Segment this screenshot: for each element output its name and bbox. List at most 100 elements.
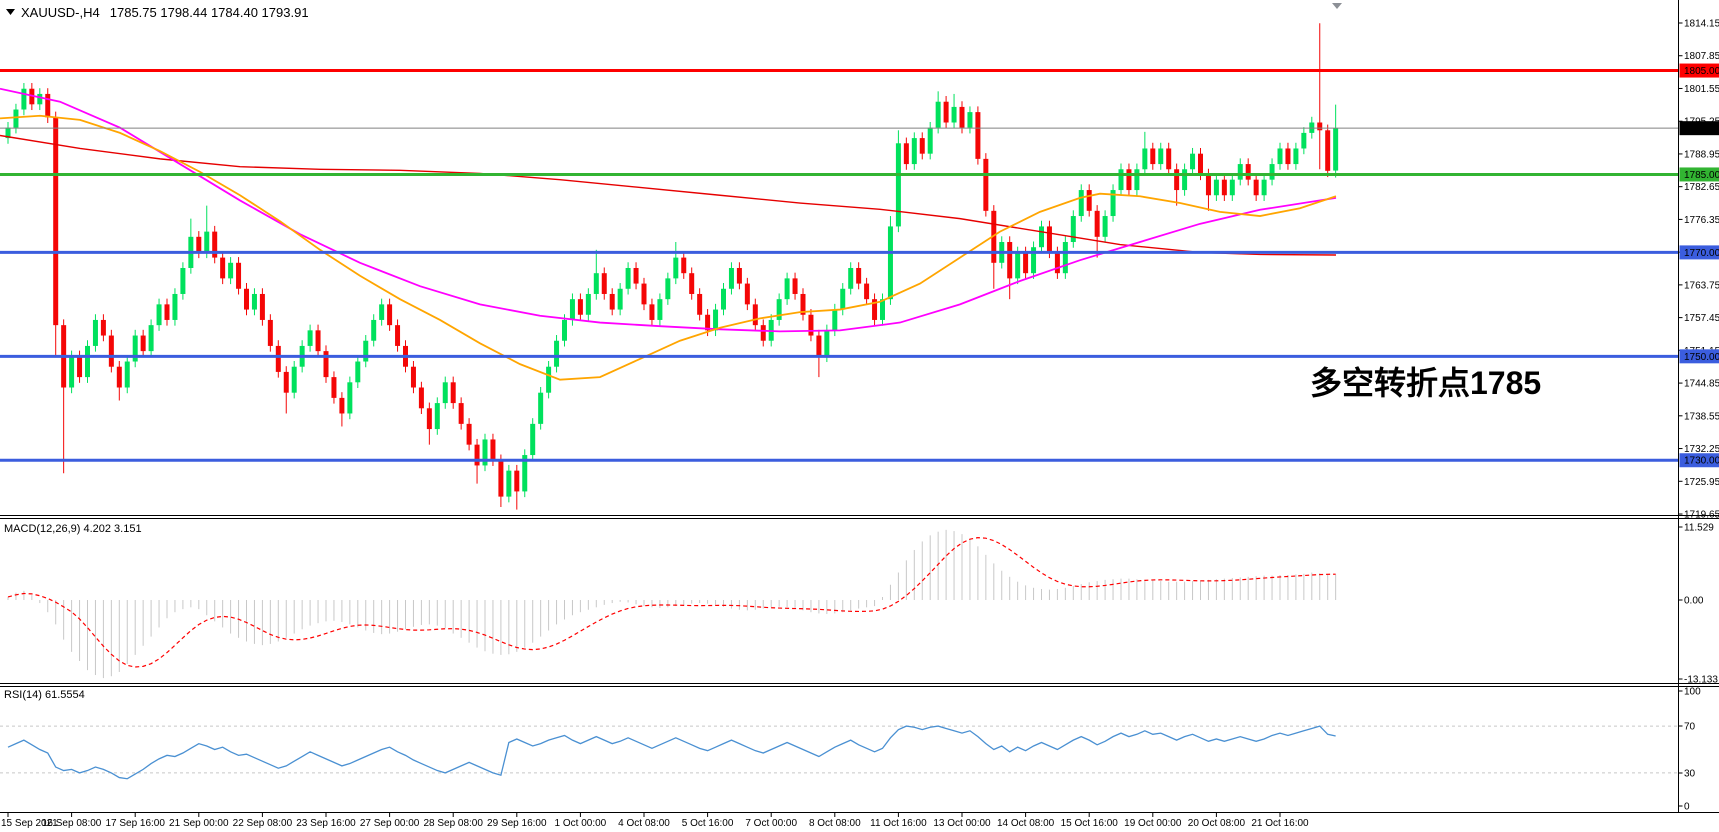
price-badge-1785.00-label: 1785.00	[1684, 170, 1719, 181]
candle-body	[251, 293, 257, 310]
candle-body	[522, 455, 528, 492]
candle-body	[418, 387, 424, 409]
rsi-panel: 100 70 30 0	[0, 687, 1701, 813]
candle-body	[1190, 153, 1196, 170]
candle-body	[824, 330, 830, 357]
candle-body	[244, 288, 249, 310]
candle-body	[1237, 164, 1243, 180]
candle-body	[689, 273, 695, 294]
current-price-badge-label: 1793.91	[1684, 124, 1719, 135]
annotation-text[interactable]: 多空转折点1785	[1310, 365, 1541, 401]
candle-body	[1213, 179, 1219, 196]
candle-body	[371, 319, 377, 341]
y-axis-tick-label: 1738.55	[1684, 411, 1719, 422]
candle-body	[69, 356, 75, 388]
candle-body	[1142, 148, 1148, 170]
candle-body	[585, 293, 591, 315]
candle-body	[339, 397, 345, 414]
candle-body	[1134, 169, 1140, 191]
candle-body	[331, 377, 337, 398]
candle-body	[307, 330, 313, 346]
candle-body	[681, 257, 687, 274]
candle-body	[1325, 130, 1331, 171]
x-axis-date-label: 29 Sep 16:00	[487, 818, 547, 829]
candle-body	[387, 304, 393, 326]
candle-body	[983, 158, 989, 211]
y-axis-tick-label: 1807.85	[1684, 51, 1719, 62]
candle-body	[713, 309, 719, 331]
candle-body	[1015, 252, 1021, 279]
y-axis-tick-label: 1744.85	[1684, 379, 1719, 390]
candle-body	[697, 293, 703, 315]
price-badge-1750.00	[1679, 349, 1719, 364]
candle-body	[856, 267, 862, 284]
ma-red-line	[0, 134, 1337, 256]
x-axis-date-label: 7 Oct 00:00	[745, 818, 797, 829]
candle-body	[975, 112, 981, 159]
scroll-end-marker-icon[interactable]	[1332, 3, 1342, 9]
candle-body	[1039, 226, 1044, 248]
x-axis-date-label: 15 Oct 16:00	[1061, 818, 1119, 829]
candle-body	[1277, 148, 1283, 165]
y-axis-tick-label: 1782.65	[1684, 182, 1719, 193]
price-badge-1770.00	[1679, 245, 1719, 260]
candle-body	[887, 226, 893, 300]
candle-body	[927, 127, 933, 154]
y-axis-tick-label: 1763.75	[1684, 280, 1719, 291]
candle-body	[1229, 179, 1235, 196]
candle-body	[752, 304, 758, 326]
x-axis-date-label: 21 Sep 00:00	[169, 818, 229, 829]
candle-body	[1102, 216, 1108, 237]
candle-body	[673, 257, 679, 279]
x-axis-date-label: 17 Sep 16:00	[105, 818, 165, 829]
candle-body	[991, 210, 997, 263]
candle-body	[784, 278, 790, 300]
x-axis-date-label: 16 Sep 08:00	[42, 818, 102, 829]
rsi-axis-label: 100	[1684, 687, 1701, 698]
candle-body	[1007, 242, 1013, 279]
candle-body	[458, 403, 464, 424]
candle-body	[1078, 190, 1084, 217]
candle-body	[275, 345, 281, 372]
candle-body	[872, 299, 878, 320]
candle-body	[1205, 174, 1211, 196]
x-axis-date-label: 4 Oct 08:00	[618, 818, 670, 829]
candle-body	[1269, 164, 1275, 180]
candle-body	[116, 366, 122, 388]
candle-body	[1285, 148, 1291, 165]
candle-body	[204, 231, 210, 253]
candles-group	[5, 23, 1339, 510]
candle-body	[410, 366, 416, 388]
candle-body	[1054, 252, 1060, 274]
horizontal-levels-group[interactable]	[0, 69, 1678, 462]
candle-body	[1301, 132, 1307, 149]
y-axis-tick-label: 1725.95	[1684, 477, 1719, 488]
candle-body	[283, 371, 289, 393]
candle-body	[212, 231, 218, 258]
candle-body	[442, 382, 448, 404]
x-axis-date-label: 21 Oct 16:00	[1251, 818, 1309, 829]
ma-magenta-line	[0, 87, 1337, 333]
candle-body	[800, 293, 806, 315]
candle-body	[665, 278, 671, 300]
x-axis-date-label: 20 Oct 08:00	[1188, 818, 1246, 829]
candle-body	[919, 138, 925, 154]
y-axis-tick-label: 1801.55	[1684, 84, 1719, 95]
candle-body	[196, 236, 202, 253]
x-axis-date-label: 15 Sep 2021	[1, 818, 58, 829]
candle-body	[5, 127, 11, 139]
chart-dropdown-icon[interactable]	[6, 9, 15, 15]
candle-body	[13, 109, 19, 128]
candle-body	[951, 106, 957, 123]
macd-panel: 11.529 0.00 -13.133	[7, 523, 1718, 686]
candle-body	[911, 138, 917, 165]
candle-body	[228, 262, 234, 279]
x-axis-date-label: 22 Sep 08:00	[233, 818, 293, 829]
candle-body	[498, 460, 504, 497]
candle-body	[92, 319, 98, 346]
candle-body	[1253, 179, 1259, 196]
candle-body	[323, 351, 329, 378]
